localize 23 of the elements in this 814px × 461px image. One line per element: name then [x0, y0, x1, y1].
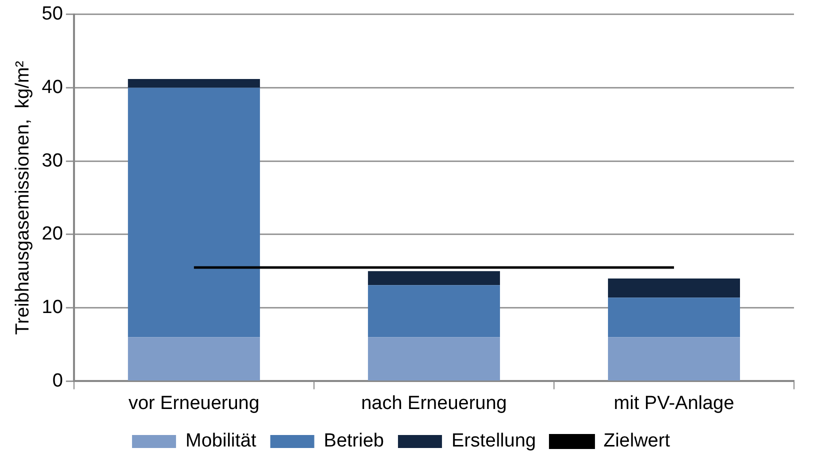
bar: [368, 337, 500, 380]
y-tick-label: 20: [42, 224, 63, 245]
bar: [368, 271, 500, 286]
legend-label: Erstellung: [451, 430, 536, 452]
y-tick-label: 50: [42, 4, 63, 25]
bar: [128, 337, 260, 380]
x-tick-label: mit PV-Anlage: [614, 392, 734, 414]
y-tick-label: 0: [52, 370, 63, 392]
y-tick-label: 10: [42, 297, 63, 318]
y-tick-label: 40: [42, 76, 63, 98]
bar: [608, 337, 740, 380]
bar: [608, 278, 740, 298]
x-tick-label: nach Erneuerung: [361, 392, 507, 414]
legend-label: Mobilität: [186, 430, 257, 452]
y-axis-title: Treibhausgasemissionen, kg/m²: [12, 60, 34, 335]
legend-label: Betrieb: [324, 430, 384, 452]
bar: [368, 285, 500, 338]
y-tick-label: 30: [42, 150, 63, 172]
bar: [128, 78, 260, 88]
x-tick-label: vor Erneuerung: [128, 392, 260, 414]
legend-label: Zielwert: [603, 430, 671, 452]
bar: [128, 88, 260, 338]
bar: [608, 298, 740, 338]
